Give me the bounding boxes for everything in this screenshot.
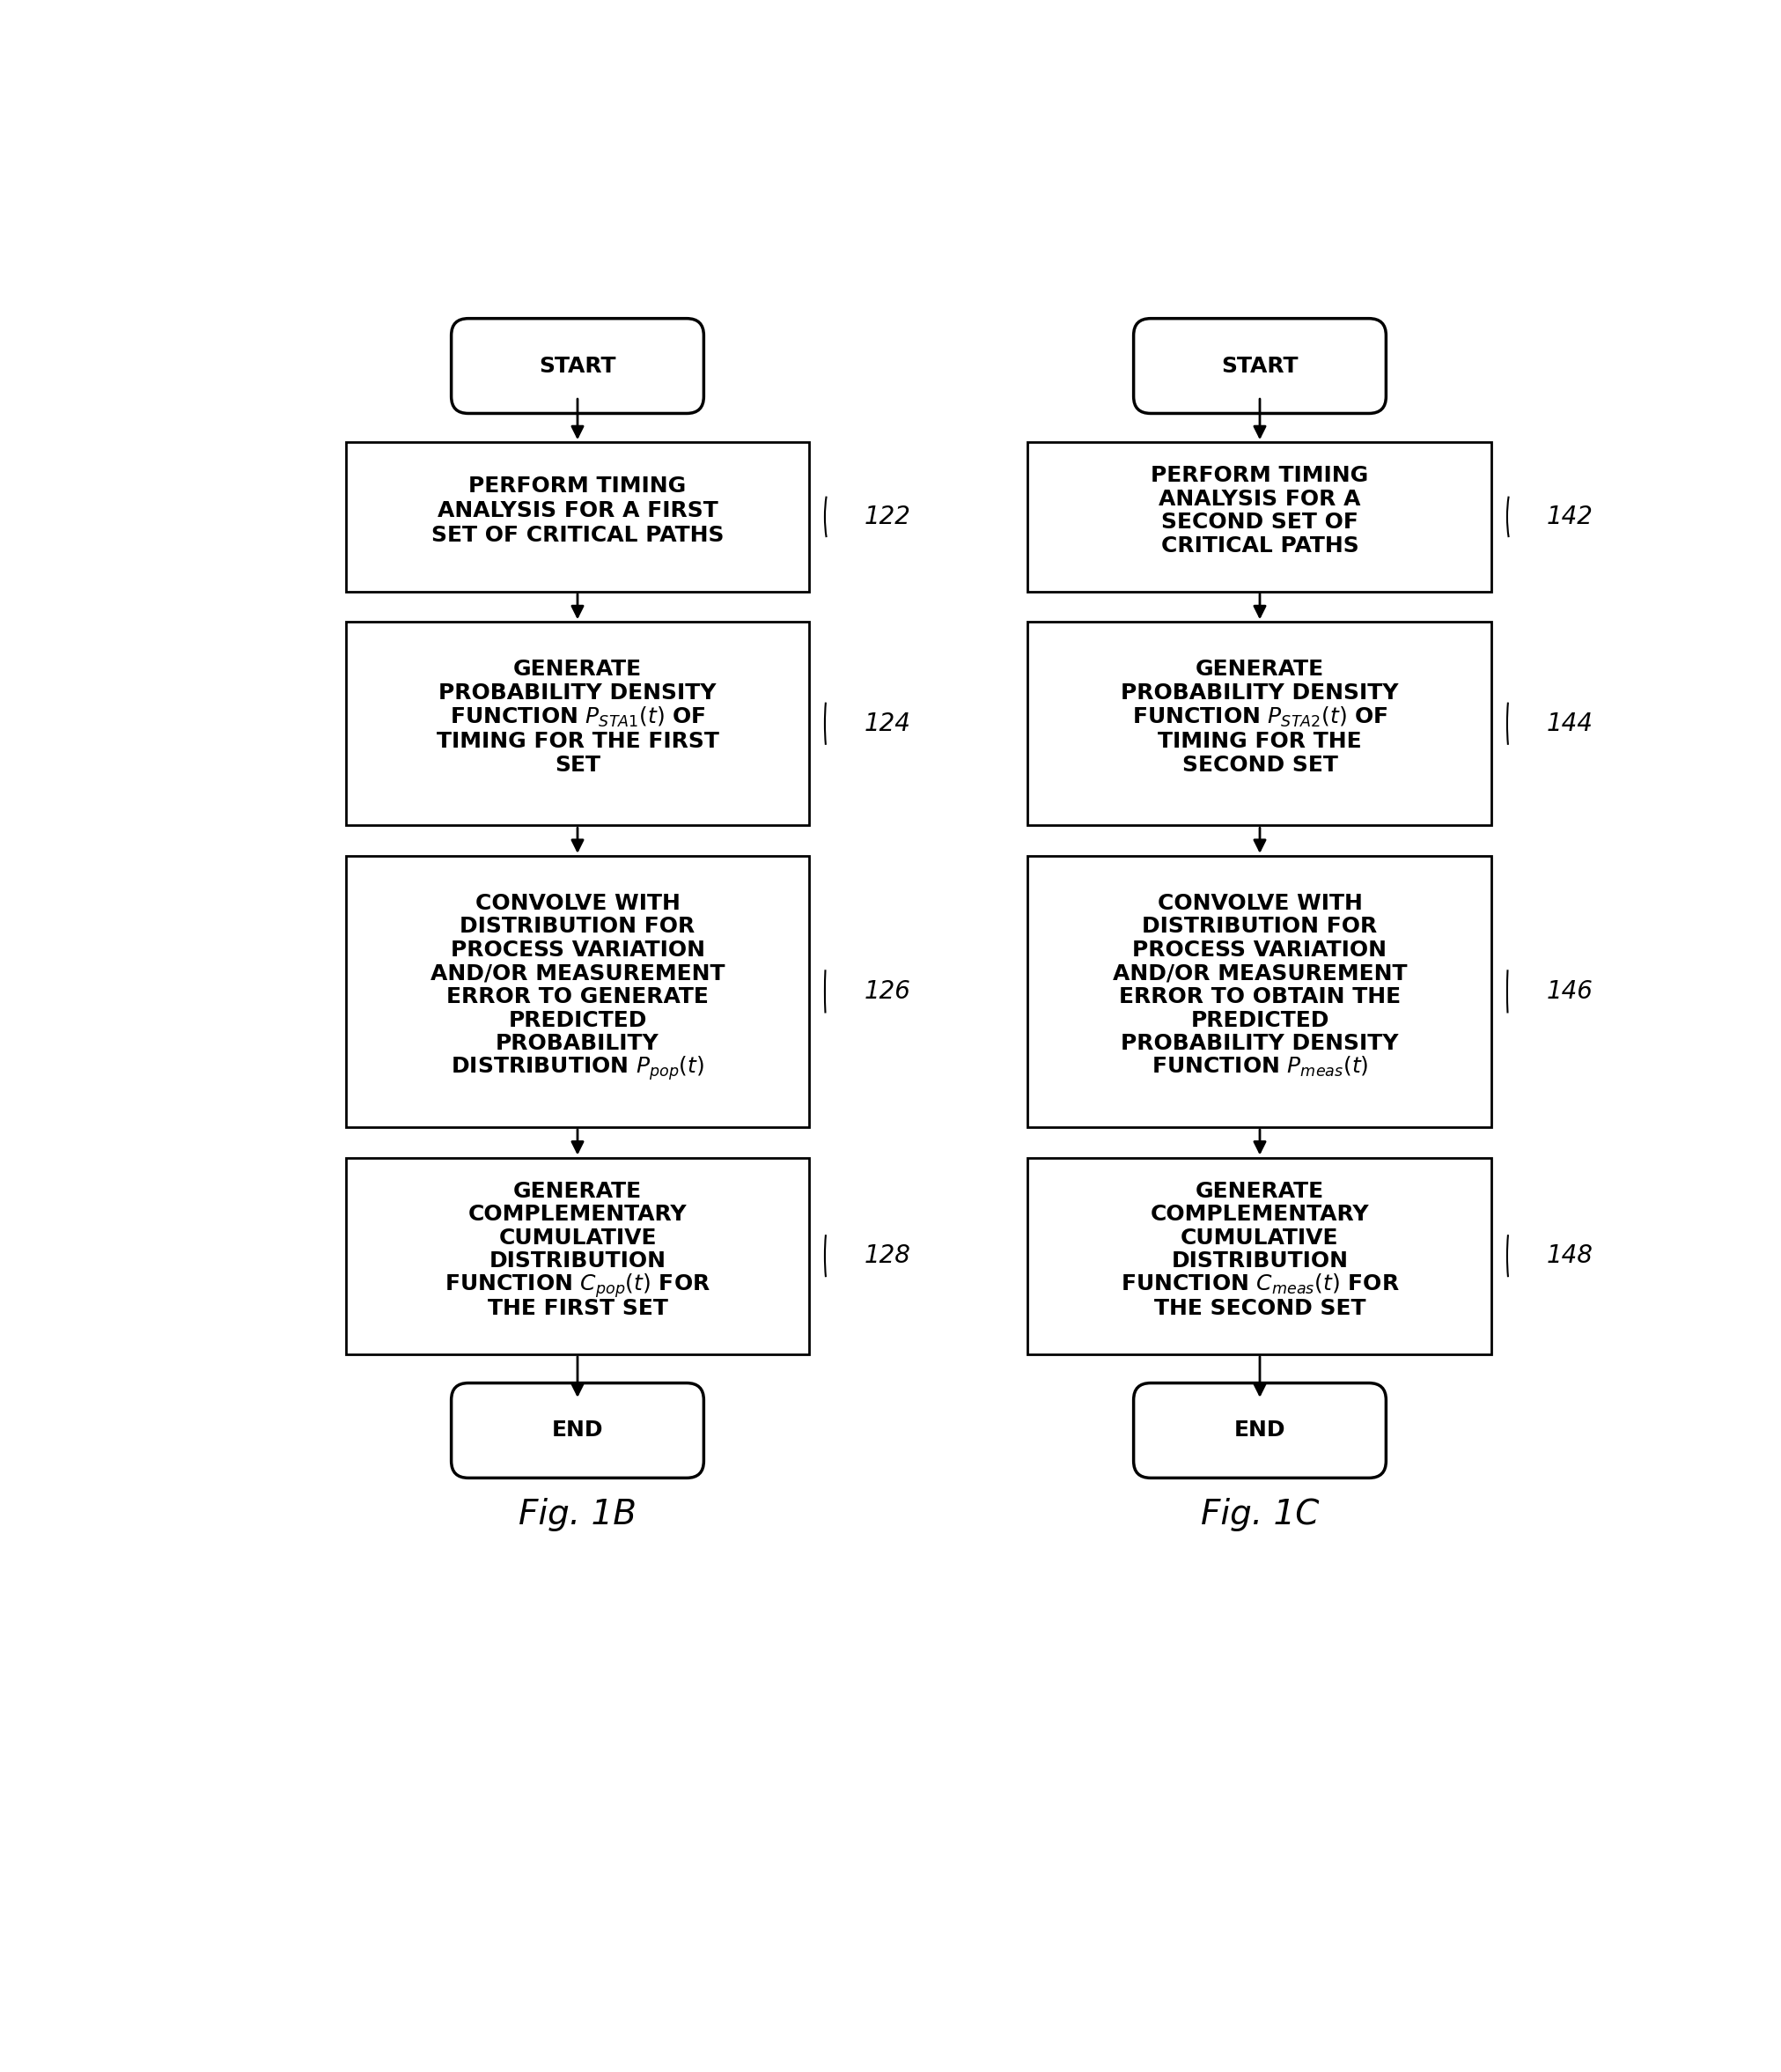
Text: FUNCTION $\mathit{C}_{pop}\mathit{(t)}$ FOR: FUNCTION $\mathit{C}_{pop}\mathit{(t)}$ … [445, 1272, 711, 1299]
Text: GENERATE: GENERATE [513, 659, 641, 680]
Bar [1028, 856, 1491, 1127]
Text: AND/OR MEASUREMENT: AND/OR MEASUREMENT [429, 963, 725, 984]
Text: DISTRIBUTION: DISTRIBUTION [488, 1251, 666, 1272]
Text: TIMING FOR THE: TIMING FOR THE [1158, 731, 1361, 752]
FancyBboxPatch shape [1133, 319, 1386, 414]
Text: AND/OR MEASUREMENT: AND/OR MEASUREMENT [1111, 963, 1407, 984]
Text: PROBABILITY: PROBABILITY [495, 1034, 659, 1055]
Text: THE FIRST SET: THE FIRST SET [486, 1297, 668, 1318]
Text: DISTRIBUTION FOR: DISTRIBUTION FOR [459, 916, 695, 937]
Text: SET OF CRITICAL PATHS: SET OF CRITICAL PATHS [431, 524, 723, 545]
Text: START: START [1220, 356, 1298, 377]
Text: PREDICTED: PREDICTED [508, 1009, 647, 1032]
Text: PROBABILITY DENSITY: PROBABILITY DENSITY [1120, 684, 1398, 704]
Text: ERROR TO GENERATE: ERROR TO GENERATE [447, 986, 709, 1007]
Text: CRITICAL PATHS: CRITICAL PATHS [1159, 535, 1359, 555]
Text: 148: 148 [1546, 1243, 1592, 1268]
Text: COMPLEMENTARY: COMPLEMENTARY [1151, 1204, 1368, 1225]
Text: 142: 142 [1546, 503, 1592, 528]
Text: FUNCTION $\mathit{P}_{STA1}\mathit{(t)}$ OF: FUNCTION $\mathit{P}_{STA1}\mathit{(t)}$… [449, 704, 705, 729]
Text: DISTRIBUTION FOR: DISTRIBUTION FOR [1142, 916, 1377, 937]
Text: START: START [538, 356, 616, 377]
Text: 144: 144 [1546, 711, 1592, 736]
Text: Fig. 1C: Fig. 1C [1200, 1498, 1318, 1531]
FancyBboxPatch shape [451, 1382, 703, 1477]
Bar [346, 856, 809, 1127]
Text: PROBABILITY DENSITY: PROBABILITY DENSITY [438, 684, 716, 704]
Text: CUMULATIVE: CUMULATIVE [499, 1227, 655, 1249]
Bar [1028, 1158, 1491, 1355]
Text: PERFORM TIMING: PERFORM TIMING [468, 474, 686, 497]
Text: PROBABILITY DENSITY: PROBABILITY DENSITY [1120, 1034, 1398, 1055]
Text: COMPLEMENTARY: COMPLEMENTARY [468, 1204, 687, 1225]
Text: GENERATE: GENERATE [1195, 659, 1323, 680]
Text: CONVOLVE WITH: CONVOLVE WITH [1156, 893, 1362, 914]
Text: END: END [552, 1419, 604, 1440]
Text: CONVOLVE WITH: CONVOLVE WITH [476, 893, 680, 914]
Bar [346, 622, 809, 825]
Text: 146: 146 [1546, 980, 1592, 1003]
Text: PREDICTED: PREDICTED [1190, 1009, 1329, 1032]
Text: FUNCTION $\mathit{P}_{STA2}\mathit{(t)}$ OF: FUNCTION $\mathit{P}_{STA2}\mathit{(t)}$… [1131, 704, 1387, 729]
Text: 126: 126 [864, 980, 910, 1003]
Text: ERROR TO OBTAIN THE: ERROR TO OBTAIN THE [1118, 986, 1400, 1007]
Text: DISTRIBUTION $\mathit{P}_{pop}\mathit{(t)}$: DISTRIBUTION $\mathit{P}_{pop}\mathit{(t… [451, 1055, 703, 1082]
Bar [346, 1158, 809, 1355]
Text: ANALYSIS FOR A FIRST: ANALYSIS FOR A FIRST [436, 499, 718, 522]
Bar [346, 441, 809, 591]
Bar [1028, 622, 1491, 825]
FancyBboxPatch shape [451, 319, 703, 414]
Text: FUNCTION $\mathit{P}_{meas}\mathit{(t)}$: FUNCTION $\mathit{P}_{meas}\mathit{(t)}$ [1151, 1055, 1368, 1080]
Text: Fig. 1B: Fig. 1B [518, 1498, 636, 1531]
Text: SET: SET [554, 754, 600, 777]
Text: SECOND SET OF: SECOND SET OF [1161, 512, 1357, 533]
Text: END: END [1234, 1419, 1284, 1440]
Text: CUMULATIVE: CUMULATIVE [1181, 1227, 1338, 1249]
Text: PROCESS VARIATION: PROCESS VARIATION [451, 939, 705, 961]
Text: PERFORM TIMING: PERFORM TIMING [1151, 464, 1368, 487]
Text: ANALYSIS FOR A: ANALYSIS FOR A [1158, 489, 1361, 510]
Text: 122: 122 [864, 503, 910, 528]
Text: SECOND SET: SECOND SET [1181, 754, 1338, 777]
Bar [1028, 441, 1491, 591]
Text: 124: 124 [864, 711, 910, 736]
Text: PROCESS VARIATION: PROCESS VARIATION [1133, 939, 1386, 961]
Text: THE SECOND SET: THE SECOND SET [1154, 1297, 1364, 1318]
Text: TIMING FOR THE FIRST: TIMING FOR THE FIRST [436, 731, 718, 752]
Text: GENERATE: GENERATE [1195, 1181, 1323, 1202]
Text: FUNCTION $\mathit{C}_{meas}\mathit{(t)}$ FOR: FUNCTION $\mathit{C}_{meas}\mathit{(t)}$… [1120, 1272, 1398, 1297]
FancyBboxPatch shape [1133, 1382, 1386, 1477]
Text: GENERATE: GENERATE [513, 1181, 641, 1202]
Text: DISTRIBUTION: DISTRIBUTION [1170, 1251, 1348, 1272]
Text: 128: 128 [864, 1243, 910, 1268]
